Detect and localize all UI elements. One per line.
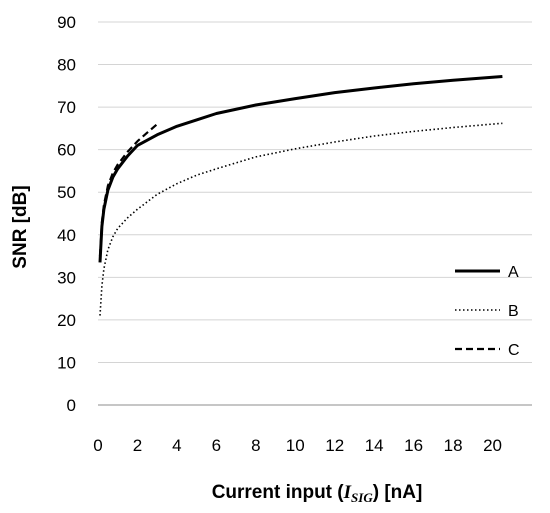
y-tick-label: 10	[57, 353, 76, 372]
series-line-a	[98, 75, 503, 263]
y-axis-title: SNR [dB]	[10, 185, 31, 268]
x-tick-label: 14	[365, 436, 384, 455]
y-tick-label: 40	[57, 226, 76, 245]
x-tick-label: 4	[172, 436, 181, 455]
series-lines	[98, 75, 503, 316]
x-tick-label: 8	[251, 436, 260, 455]
series-line-c	[98, 123, 158, 257]
legend-label-c: C	[508, 342, 520, 359]
y-tick-label: 90	[57, 13, 76, 32]
legend-label-b: B	[508, 303, 519, 320]
y-tick-label: 80	[57, 56, 76, 75]
y-tick-label: 50	[57, 183, 76, 202]
x-tick-label: 2	[133, 436, 142, 455]
series-line-b	[99, 122, 503, 316]
legend-label-a: A	[508, 264, 519, 281]
gridlines	[98, 21, 532, 363]
x-tick-label: 18	[444, 436, 463, 455]
x-axis-title-variable: I	[343, 482, 352, 503]
x-tick-label: 16	[404, 436, 423, 455]
x-tick-label: 10	[286, 436, 305, 455]
y-tick-labels: 0 10 20 30 40 50 60 70 80 90	[57, 13, 76, 415]
x-axis-title-subscript: SIG	[351, 490, 373, 505]
y-tick-label: 0	[67, 396, 76, 415]
x-axis-title: Current input (ISIG) [nA]	[212, 482, 423, 505]
legend: A B C	[455, 264, 520, 359]
y-tick-label: 30	[57, 268, 76, 287]
x-tick-label: 0	[93, 436, 102, 455]
y-tick-label: 70	[57, 98, 76, 117]
y-tick-label: 20	[57, 311, 76, 330]
x-axis-title-suffix: ) [nA]	[373, 482, 423, 503]
x-tick-label: 6	[212, 436, 221, 455]
x-tick-label: 20	[483, 436, 502, 455]
y-tick-label: 60	[57, 141, 76, 160]
x-tick-label: 12	[325, 436, 344, 455]
x-axis-title-prefix: Current input (	[212, 482, 345, 503]
x-tick-labels: 0 2 4 6 8 10 12 14 16 18 20	[93, 436, 502, 455]
